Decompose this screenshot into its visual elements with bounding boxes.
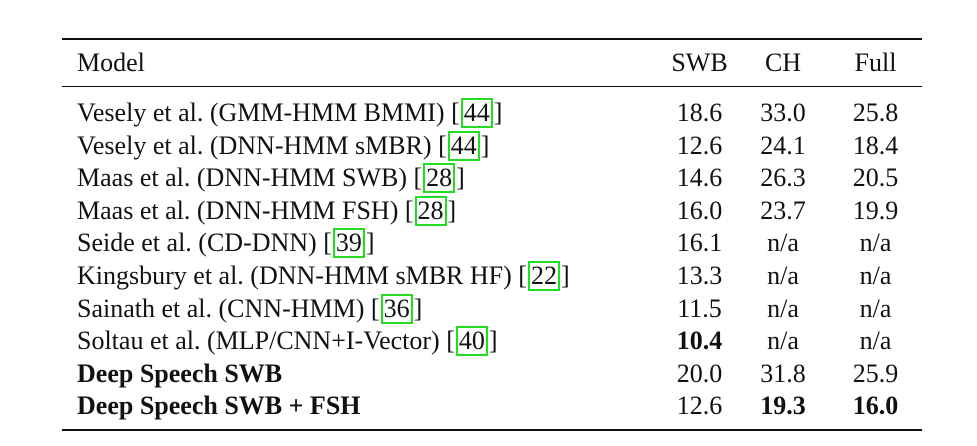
bottom-rule <box>62 428 922 431</box>
table-row: Seide et al. (CD-DNN) [39] 16.1 n/a n/a <box>62 227 922 260</box>
citation-link[interactable]: 36 <box>380 293 413 324</box>
header-swb: SWB <box>671 48 728 77</box>
swb-value: 11.5 <box>677 293 722 323</box>
full-value: n/a <box>859 260 892 290</box>
model-cell: Kingsbury et al. (DNN-HMM sMBR HF) [22] <box>62 260 662 293</box>
citation-close: ] <box>480 130 490 160</box>
model-cell: Sainath et al. (CNN-HMM) [36] <box>62 293 662 326</box>
ch-value: n/a <box>767 326 799 356</box>
citation-link[interactable]: 44 <box>447 130 480 161</box>
table-row: Maas et al. (DNN-HMM SWB) [28] 14.6 26.3… <box>62 162 922 195</box>
citation-link[interactable]: 44 <box>460 98 493 128</box>
top-rule <box>62 38 922 40</box>
full-value: 19.9 <box>852 195 899 225</box>
ch-value: n/a <box>767 293 799 323</box>
model-name: Sainath et al. (CNN-HMM) [ <box>77 293 380 323</box>
full-value: 18.4 <box>852 130 899 160</box>
swb-value: 14.6 <box>676 163 723 193</box>
swb-value: 20.0 <box>676 358 723 388</box>
model-name: Deep Speech SWB <box>77 358 283 388</box>
table-row: Deep Speech SWB 20.0 31.8 25.9 <box>62 358 922 391</box>
header-model: Model <box>77 48 145 77</box>
full-value: n/a <box>859 228 892 258</box>
model-cell: Maas et al. (DNN-HMM FSH) [28] <box>62 195 662 228</box>
results-table: Model SWB CH Full Vesely et al. (GMM-HMM… <box>62 38 922 431</box>
full-value: n/a <box>859 293 892 323</box>
full-value: 25.8 <box>852 98 899 127</box>
swb-value: 13.3 <box>676 260 723 290</box>
citation-close: ] <box>447 195 457 225</box>
citation-close: ] <box>560 260 570 290</box>
swb-value: 12.6 <box>676 130 723 160</box>
full-value: 16.0 <box>852 391 899 421</box>
ch-value: 19.3 <box>760 391 806 421</box>
model-cell: Seide et al. (CD-DNN) [39] <box>62 227 662 260</box>
citation-link[interactable]: 40 <box>455 326 488 357</box>
model-name: Seide et al. (CD-DNN) [ <box>77 228 332 258</box>
table-row: Sainath et al. (CNN-HMM) [36] 11.5 n/a n… <box>62 293 922 326</box>
table-row: Maas et al. (DNN-HMM FSH) [28] 16.0 23.7… <box>62 195 922 228</box>
model-name: Vesely et al. (GMM-HMM BMMI) [ <box>77 98 460 127</box>
citation-close: ] <box>365 228 375 258</box>
model-name: Maas et al. (DNN-HMM FSH) [ <box>77 195 414 225</box>
header-rule <box>62 86 922 87</box>
ch-value: 24.1 <box>760 130 806 160</box>
ch-value: 26.3 <box>760 163 806 193</box>
table-row: Deep Speech SWB + FSH 12.6 19.3 16.0 <box>62 390 922 423</box>
model-name: Soltau et al. (MLP/CNN+I-Vector) [ <box>77 326 455 356</box>
table-row: Kingsbury et al. (DNN-HMM sMBR HF) [22] … <box>62 260 922 293</box>
citation-close: ] <box>493 98 503 127</box>
table-row: Vesely et al. (GMM-HMM BMMI) [44] 18.6 3… <box>62 97 922 130</box>
model-cell: Vesely et al. (GMM-HMM BMMI) [44] <box>62 97 662 130</box>
full-value: n/a <box>859 326 892 356</box>
citation-link[interactable]: 28 <box>414 195 447 226</box>
citation-close: ] <box>413 293 423 323</box>
citation-link[interactable]: 28 <box>423 163 456 194</box>
citation-close: ] <box>488 326 498 356</box>
ch-value: 33.0 <box>760 98 806 127</box>
swb-value: 16.0 <box>676 195 723 225</box>
citation-close: ] <box>456 163 465 193</box>
table-row: Soltau et al. (MLP/CNN+I-Vector) [40] 10… <box>62 325 922 358</box>
model-name: Kingsbury et al. (DNN-HMM sMBR HF) [ <box>77 260 527 290</box>
citation-link[interactable]: 22 <box>527 260 560 291</box>
table-row: Vesely et al. (DNN-HMM sMBR) [44] 12.6 2… <box>62 130 922 163</box>
ch-value: 31.8 <box>760 358 806 388</box>
ch-value: n/a <box>767 260 799 290</box>
swb-value: 10.4 <box>676 326 723 356</box>
ch-value: 23.7 <box>760 195 806 225</box>
table-header-row: Model SWB CH Full <box>62 40 922 86</box>
full-value: 25.9 <box>852 358 899 388</box>
swb-value: 12.6 <box>676 391 723 421</box>
swb-value: 18.6 <box>676 98 723 127</box>
header-ch: CH <box>764 48 802 77</box>
model-cell: Maas et al. (DNN-HMM SWB) [28] <box>62 162 662 195</box>
full-value: 20.5 <box>852 163 899 193</box>
model-name: Deep Speech SWB + FSH <box>77 391 361 421</box>
header-full: Full <box>854 48 897 77</box>
citation-link[interactable]: 39 <box>332 228 365 259</box>
swb-value: 16.1 <box>676 228 723 258</box>
model-name: Vesely et al. (DNN-HMM sMBR) [ <box>77 130 447 160</box>
model-name: Maas et al. (DNN-HMM SWB) [ <box>77 163 423 193</box>
ch-value: n/a <box>767 228 799 258</box>
model-cell: Soltau et al. (MLP/CNN+I-Vector) [40] <box>62 325 662 358</box>
model-cell: Vesely et al. (DNN-HMM sMBR) [44] <box>62 130 662 163</box>
